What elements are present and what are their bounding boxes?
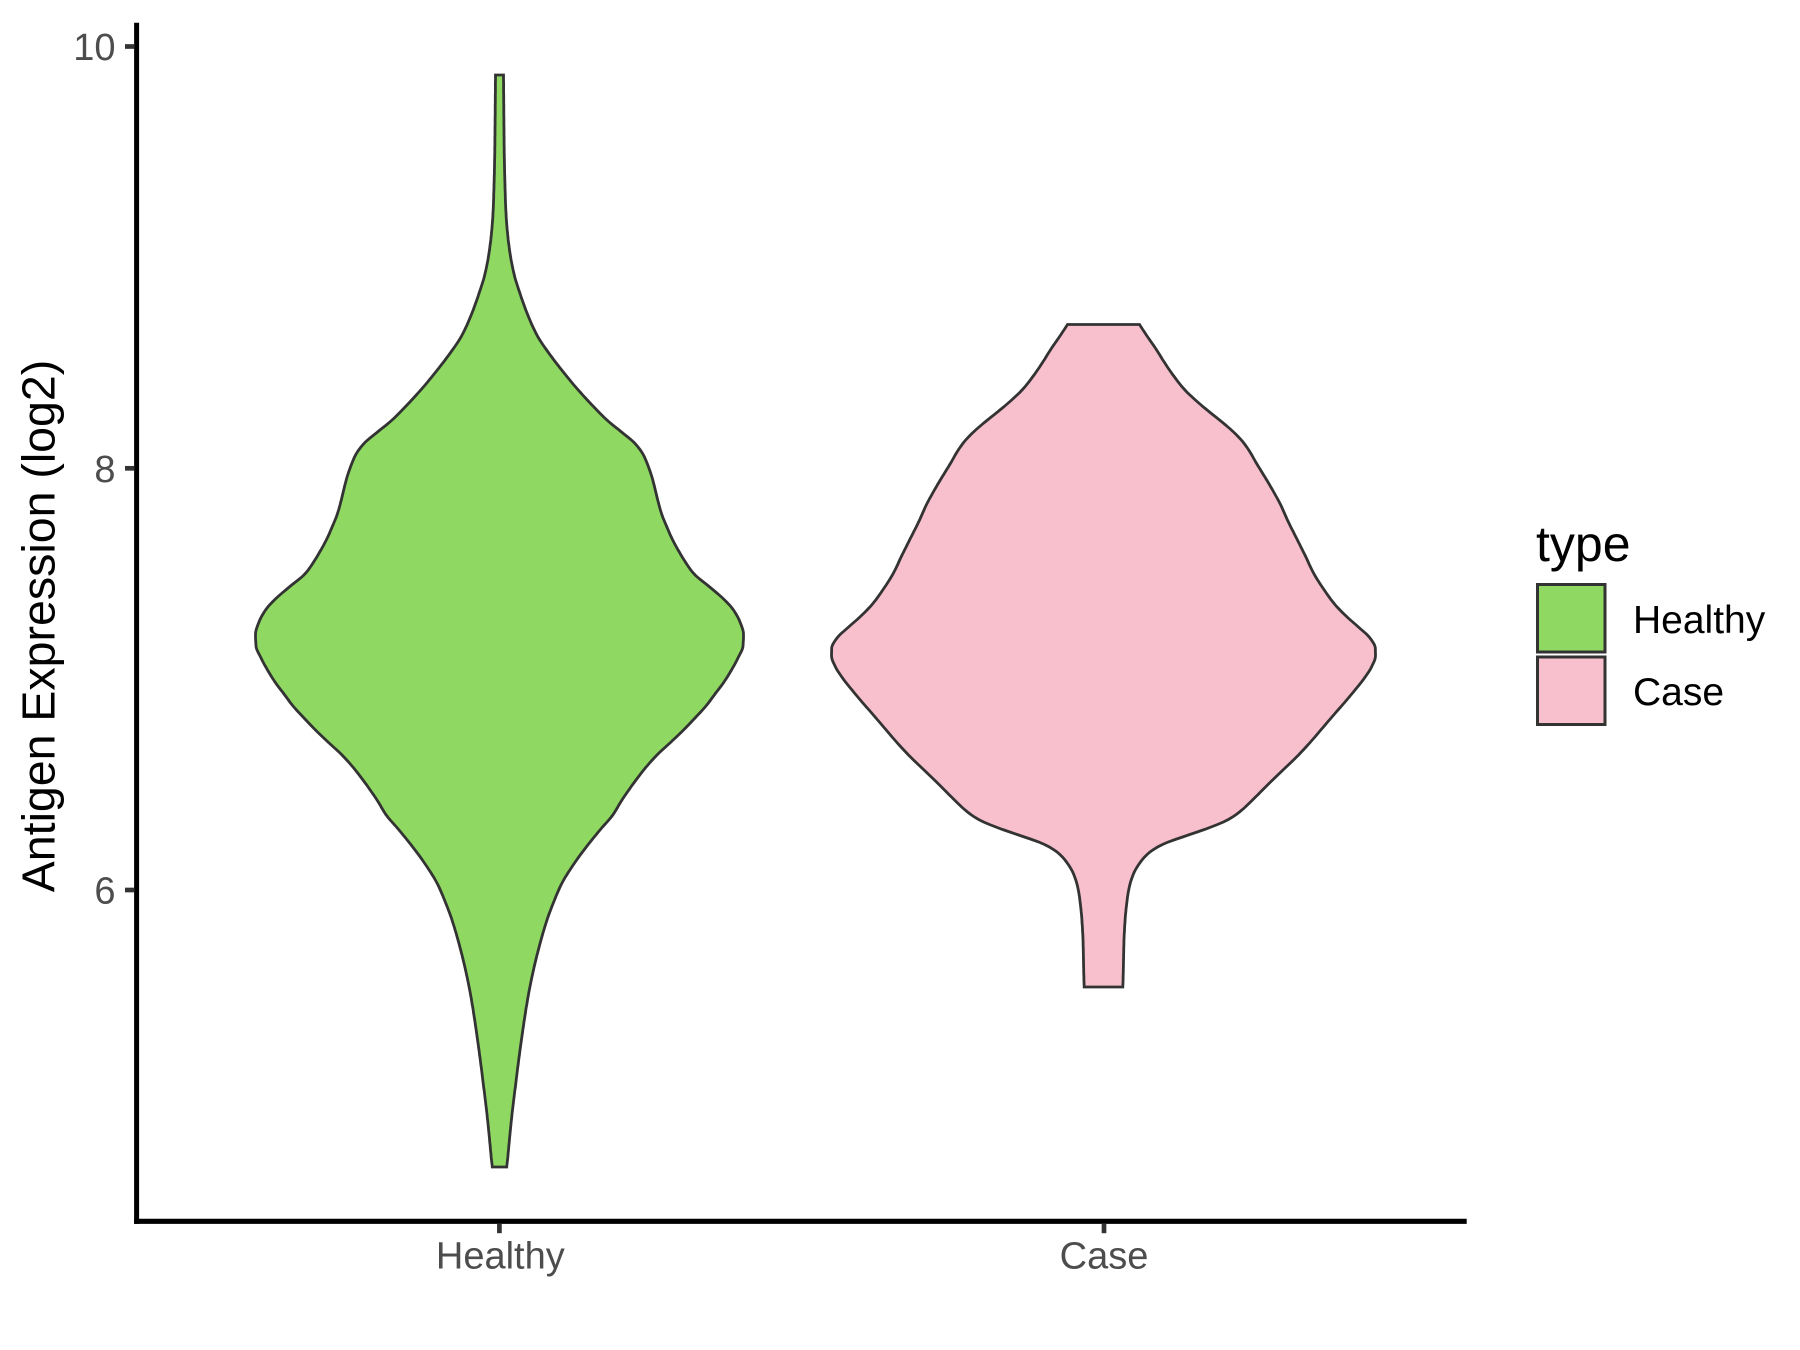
- svg-text:Case: Case: [1060, 1236, 1149, 1278]
- svg-text:Healthy: Healthy: [1633, 599, 1766, 642]
- svg-text:6: 6: [94, 871, 115, 913]
- svg-text:type: type: [1536, 516, 1631, 572]
- svg-text:10: 10: [73, 27, 115, 69]
- svg-text:Healthy: Healthy: [436, 1236, 565, 1278]
- svg-text:Case: Case: [1633, 671, 1724, 714]
- svg-text:8: 8: [94, 449, 115, 491]
- svg-text:Antigen Expression (log2): Antigen Expression (log2): [12, 360, 64, 892]
